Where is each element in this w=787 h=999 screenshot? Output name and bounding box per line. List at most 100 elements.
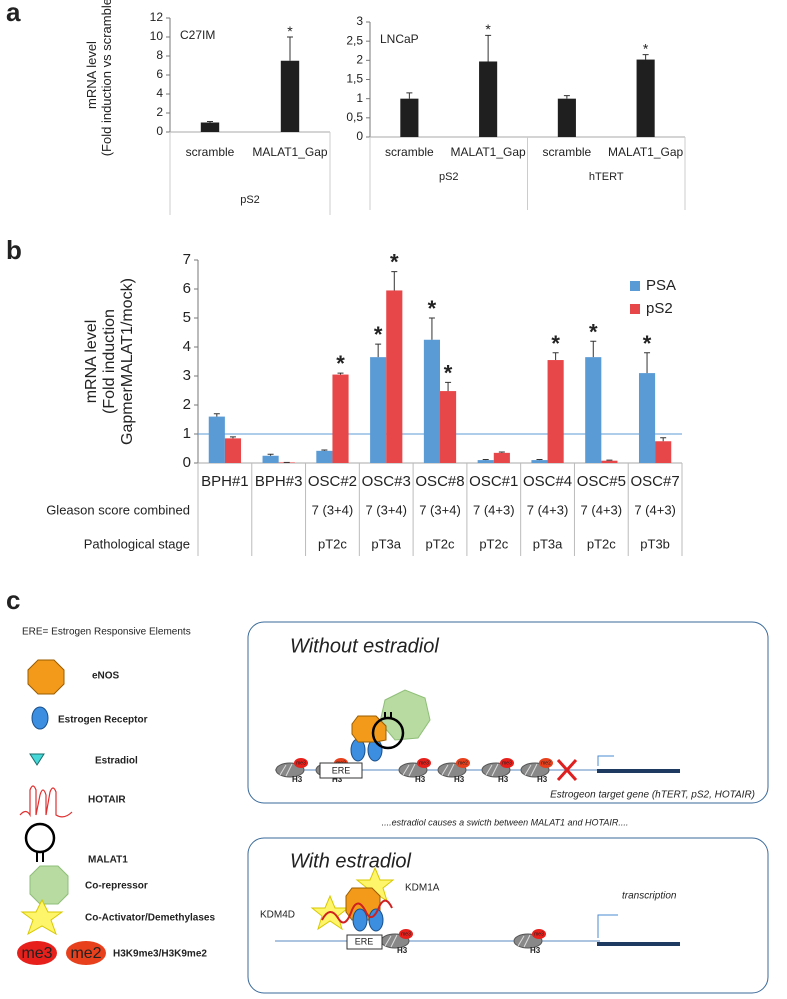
error-bar <box>606 459 613 461</box>
methyl-mark <box>417 758 431 768</box>
y-tick-label: 2,5 <box>346 33 363 47</box>
methyl-mark <box>500 758 514 768</box>
switch-caption: ....estradiol causes a swicth between MA… <box>382 817 629 827</box>
legend-text: Co-repressor <box>85 881 148 892</box>
hotair <box>321 899 393 924</box>
bar <box>477 460 494 463</box>
tss-arrow <box>597 755 614 766</box>
error-bar <box>590 340 597 358</box>
table-cell: 7 (4+3) <box>473 502 515 517</box>
table-cell: 7 (3+4) <box>419 502 461 517</box>
error-bar <box>498 451 505 453</box>
y-tick-label: 2 <box>356 53 363 67</box>
malat1-icon <box>24 822 56 854</box>
me3-icon <box>17 941 57 965</box>
bar <box>386 290 403 463</box>
receptor-icon <box>31 706 49 730</box>
bar <box>531 460 548 463</box>
x-tick-label: OSC#8 <box>415 473 464 490</box>
error-bar <box>563 95 570 99</box>
table-cell: 7 (3+4) <box>365 502 407 517</box>
x-tick-label: OSC#2 <box>308 473 357 490</box>
without-estradiol-panel: Without estradiol H3 me3 H3 me2 H3 me3 H3 me2 H3… <box>247 621 769 804</box>
legend-text: eNOS <box>92 671 120 682</box>
chart-title: LNCaP <box>380 32 419 46</box>
bar <box>332 374 349 463</box>
bar <box>280 60 300 132</box>
histone-label: H3 <box>537 775 548 784</box>
panel-title: Without estradiol <box>290 635 439 657</box>
table-cell: 7 (4+3) <box>634 502 676 517</box>
x-tick-label: MALAT1_Gap <box>451 145 526 159</box>
significance: * <box>589 319 598 344</box>
significance: * <box>336 351 345 376</box>
nucleosome-stripes <box>485 763 499 777</box>
legend-swatch <box>630 304 640 314</box>
nucleosome-stripes <box>384 934 398 948</box>
panel-label: c <box>6 585 20 615</box>
error-bar <box>428 317 435 340</box>
methyl-mark <box>294 758 308 768</box>
histone-label: H3 <box>498 775 509 784</box>
x-tick-label: scramble <box>186 145 235 159</box>
error-bar <box>287 36 293 61</box>
histone-label: H3 <box>292 775 303 784</box>
methyl-label: me3 <box>534 931 544 937</box>
enos-icon <box>27 659 65 695</box>
table-cell: 7 (4+3) <box>581 502 623 517</box>
bar <box>208 416 225 463</box>
group-label: pS2 <box>240 194 260 206</box>
malat1 <box>371 716 405 750</box>
significance: * <box>428 296 437 321</box>
x-tick-label: MALAT1_Gap <box>608 145 683 159</box>
y-axis-label: mRNA level <box>83 320 100 404</box>
nucleosome-stripes <box>517 934 531 948</box>
table-cell: pT2c <box>426 536 455 551</box>
error-bar <box>267 453 274 456</box>
nucleosome-stripes <box>441 763 455 777</box>
y-tick-label: 8 <box>156 48 163 62</box>
label: KDM1A <box>405 883 440 894</box>
ere-box <box>346 934 383 950</box>
legend-text: MALAT1 <box>88 855 128 866</box>
y-tick-label: 4 <box>156 86 163 100</box>
significance: * <box>390 250 399 275</box>
corepressor-icon <box>29 865 69 905</box>
histone-label: H3 <box>397 946 408 955</box>
table-cell: 7 (3+4) <box>312 502 354 517</box>
methyl-label: me2 <box>458 760 468 766</box>
x-tick-label: OSC#5 <box>577 473 626 490</box>
row-label: Pathological stage <box>84 536 190 551</box>
y-tick-label: 1,5 <box>346 72 363 86</box>
x-tick-label: scramble <box>385 145 434 159</box>
y-tick-label: 0 <box>356 129 363 143</box>
legend-text: HOTAIR <box>88 795 126 806</box>
table-cell: pT3a <box>533 536 563 551</box>
significance: * <box>643 40 649 56</box>
bar <box>479 61 498 137</box>
methyl-label: me3 <box>502 760 512 766</box>
diagram-legend: ERE= Estrogen Responsive Elements eNOS E… <box>17 627 215 965</box>
error-bar <box>536 459 543 461</box>
y-tick-label: 6 <box>156 67 163 81</box>
error-bar <box>485 34 492 62</box>
significance: * <box>643 331 652 356</box>
error-bar <box>644 352 651 374</box>
ere-box <box>319 762 363 779</box>
bar <box>655 441 672 463</box>
corepressor <box>379 689 431 741</box>
bar <box>200 122 220 132</box>
significance: * <box>551 331 560 356</box>
x-tick-label: OSC#3 <box>362 473 411 490</box>
y-tick-label: 12 <box>150 10 164 24</box>
y-axis-label: GapmerMALAT1/mock) <box>119 278 136 445</box>
bar <box>601 460 618 463</box>
legend-label: PSA <box>646 277 676 294</box>
table-cell: pT2c <box>479 536 508 551</box>
y-tick-label: 0 <box>156 124 163 138</box>
histone-label: H3 <box>454 775 465 784</box>
legend-text: Co-Activator/Demethylases <box>85 913 215 924</box>
label: KDM4D <box>260 910 295 921</box>
x-tick-label: OSC#1 <box>469 473 518 490</box>
x-tick-label: scramble <box>543 145 592 159</box>
